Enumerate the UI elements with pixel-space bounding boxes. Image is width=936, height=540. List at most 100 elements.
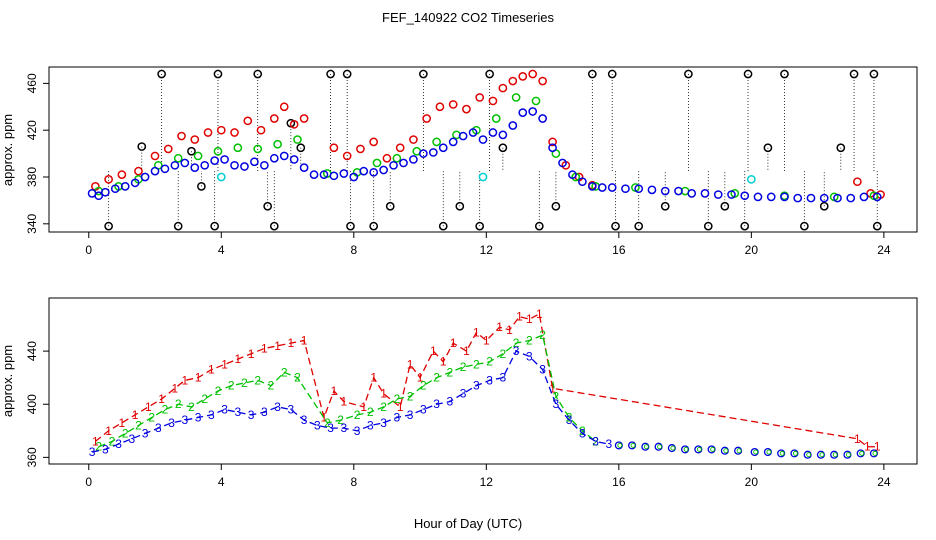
bottom-circle-point-inner [683,446,689,452]
top-green-point [531,96,541,106]
top-blue-point [647,185,657,195]
bottom-series-1-label: 1 [195,371,202,385]
bottom-circle-point [816,450,825,459]
bottom-circle-point [694,445,703,454]
bottom-series-3-label: 3 [473,379,480,393]
bottom-series-1-label: 1 [370,371,377,385]
bottom-series-2-label: 2 [394,392,401,406]
bottom-series-2-label: 2 [95,440,102,454]
top-red-point [190,135,200,144]
bottom-series-1-label: 1 [360,400,367,414]
top-black-point [197,182,206,191]
bottom-series-1-label: 1 [132,408,139,422]
top-blue-point [110,184,120,194]
top-blue-point [279,151,289,161]
top-ylabel: approx. ppm [0,114,15,186]
bottom-circle-point-inner [832,452,838,458]
top-blue-point [94,191,104,201]
top-red-point [475,93,485,102]
bottom-series-2-label: 2 [553,389,560,403]
bottom-x-tick-label: 8 [350,475,357,489]
top-red-point [134,166,143,176]
top-blue-point [488,128,498,137]
bottom-series-1-label: 1 [463,344,470,358]
bottom-series-3-label: 3 [168,416,175,430]
top-green-point [273,139,282,149]
bottom-series-2-label: 2 [473,357,480,371]
top-blue-point [634,184,644,194]
top-black-point [369,221,379,231]
top-black-point [157,69,166,79]
top-cyan-point [747,174,756,184]
top-blue-point [369,167,379,177]
bottom-series-3-label: 3 [221,403,228,417]
bottom-circle-point-inner [819,452,825,458]
bottom-series-2-label: 2 [592,434,599,448]
bottom-circle-point-inner [845,452,851,458]
bottom-series-3-label: 3 [526,349,533,363]
bottom-series-2-label: 2 [337,413,344,427]
bottom-series-1-label: 1 [288,336,295,350]
top-blue-point [240,162,249,171]
top-red-point [435,102,445,112]
x-axis-label: Hour of Day (UTC) [414,516,522,531]
bottom-series-1-label: 1 [450,336,457,350]
top-blue-point [518,108,528,117]
top-black-point [740,221,750,231]
bottom-series-3-label: 3 [500,371,507,385]
top-blue-point [140,172,150,182]
top-blue-point [859,192,869,202]
bottom-series-1-label: 1 [473,326,480,340]
top-black-point [720,201,730,211]
bottom-circle-point [830,450,839,459]
top-red-point [448,100,458,109]
bottom-series-3-label: 3 [181,413,188,427]
bottom-circle-point-inner [723,448,729,454]
top-red-point [409,135,418,144]
bottom-x-tick-label: 4 [218,475,225,489]
top-black-point [743,69,753,79]
top-blue-point [150,166,160,176]
top-red-point [216,125,226,135]
top-blue-point [448,137,458,147]
bottom-series-3-label: 3 [539,363,546,377]
top-blue-point [100,187,110,197]
top-x-tick-label: 4 [218,243,225,257]
bottom-circle-point-inner [872,450,878,456]
bottom-series-1-label: 1 [549,381,556,395]
top-x-tick-label: 16 [612,243,626,257]
bottom-series-2-label: 2 [122,426,129,440]
top-black-point [551,201,561,211]
top-blue-point [780,192,789,202]
bottom-circle-point [667,444,676,453]
bottom-series-3-label: 3 [433,397,440,411]
top-red-point [289,119,299,129]
bottom-circle-point-inner [753,449,759,455]
top-green-point [293,135,302,144]
top-x-tick-label: 20 [745,243,759,257]
bottom-x-tick-label: 24 [877,475,891,489]
top-black-point [385,201,395,211]
bottom-circle-point-inner [766,449,772,455]
top-green-point [213,146,223,156]
top-red-point [422,114,432,123]
top-green-point [491,114,501,123]
top-green-point [511,93,521,102]
top-blue-point [700,189,710,198]
top-black-point [684,69,693,79]
bottom-circle-point [777,449,786,458]
top-blue-point [289,155,299,164]
top-blue-point [180,158,190,168]
top-black-point [634,221,644,231]
top-black-point [173,221,183,231]
top-black-point [326,69,335,79]
top-black-point [485,69,494,79]
bottom-series-3-label: 3 [301,413,308,427]
bottom-series-3-label: 3 [579,426,586,440]
top-black-point [438,221,448,231]
top-red-point [256,125,266,135]
top-red-point [498,83,508,93]
bottom-series-2-label: 2 [407,389,414,403]
top-red-point [117,170,127,180]
